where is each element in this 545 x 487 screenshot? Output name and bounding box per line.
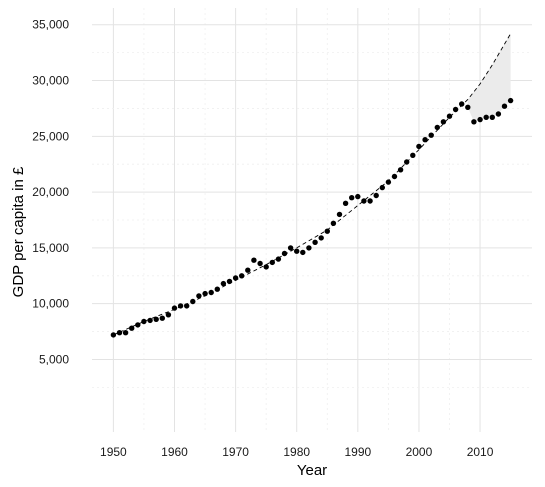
data-point xyxy=(251,257,257,263)
data-point xyxy=(501,103,508,109)
data-point xyxy=(129,325,135,331)
data-point xyxy=(232,275,239,281)
data-point xyxy=(416,143,422,150)
data-point xyxy=(239,273,245,279)
x-axis-tick-labels: 1950 1960 1970 1980 1990 2000 2010 xyxy=(100,445,494,459)
data-point xyxy=(336,211,343,218)
trend-line-path xyxy=(113,33,511,336)
data-point xyxy=(397,167,404,173)
data-point xyxy=(349,195,355,201)
data-points xyxy=(110,97,514,338)
data-point xyxy=(367,198,373,204)
shaded-gap-polygon xyxy=(467,33,511,122)
data-point xyxy=(312,239,318,245)
data-point xyxy=(141,318,147,325)
data-point xyxy=(171,305,178,311)
data-point xyxy=(300,249,306,256)
data-point xyxy=(116,330,123,336)
data-point xyxy=(483,114,489,121)
data-point xyxy=(373,192,379,199)
data-point xyxy=(422,137,428,143)
data-point xyxy=(440,119,447,125)
data-point xyxy=(452,106,459,113)
data-point xyxy=(275,256,282,262)
data-point xyxy=(245,267,251,273)
x-tick-label: 2000 xyxy=(406,445,433,459)
x-tick-label: 2010 xyxy=(467,445,494,459)
data-point xyxy=(391,173,398,180)
data-point xyxy=(355,193,361,200)
data-point xyxy=(263,264,269,270)
data-point xyxy=(257,260,263,267)
data-point xyxy=(190,298,196,305)
trend-line xyxy=(113,33,511,336)
grid-lines xyxy=(92,8,532,432)
data-point xyxy=(159,315,165,321)
data-point xyxy=(318,235,324,241)
data-point xyxy=(385,179,392,185)
data-point xyxy=(220,280,227,287)
data-point xyxy=(361,198,367,204)
data-point xyxy=(269,259,275,266)
data-point xyxy=(428,132,434,138)
x-tick-label: 1960 xyxy=(161,445,188,459)
data-point xyxy=(122,330,129,336)
data-point xyxy=(379,184,385,191)
data-point xyxy=(208,289,214,296)
data-point xyxy=(226,278,233,285)
y-tick-label: 30,000 xyxy=(32,74,69,88)
data-point xyxy=(214,286,220,292)
data-point xyxy=(446,113,453,119)
y-axis-title: GDP per capita in £ xyxy=(10,166,27,297)
shaded-gap-area xyxy=(467,33,511,122)
data-point xyxy=(459,101,465,107)
y-tick-label: 20,000 xyxy=(32,185,69,199)
data-point xyxy=(165,312,172,318)
data-point xyxy=(489,114,495,121)
data-point xyxy=(147,317,153,324)
data-point xyxy=(507,97,514,104)
data-point xyxy=(177,303,184,309)
data-point xyxy=(153,316,159,322)
data-point xyxy=(495,111,502,117)
y-tick-label: 25,000 xyxy=(32,129,69,143)
x-tick-label: 1980 xyxy=(283,445,310,459)
data-point xyxy=(135,322,141,328)
x-tick-label: 1990 xyxy=(344,445,371,459)
data-point xyxy=(202,290,208,297)
data-point xyxy=(281,250,288,257)
data-point xyxy=(324,228,330,234)
data-point xyxy=(342,200,349,206)
data-point xyxy=(184,303,190,309)
x-tick-label: 1970 xyxy=(222,445,249,459)
data-point xyxy=(306,245,312,251)
data-point xyxy=(287,245,294,251)
x-tick-label: 1950 xyxy=(100,445,127,459)
y-axis-tick-labels: 5,000 10,000 15,000 20,000 25,000 30,000 35,00… xyxy=(32,18,69,367)
data-point xyxy=(196,293,202,299)
y-tick-label: 35,000 xyxy=(32,18,69,32)
y-tick-label: 15,000 xyxy=(32,241,69,255)
data-point xyxy=(294,248,300,254)
y-tick-label: 10,000 xyxy=(32,297,69,311)
data-point xyxy=(434,124,440,131)
data-point xyxy=(110,332,117,338)
data-point xyxy=(330,220,337,226)
data-point xyxy=(471,119,477,125)
data-point xyxy=(404,159,410,165)
data-point xyxy=(410,152,416,158)
data-point xyxy=(465,104,471,111)
y-tick-label: 5,000 xyxy=(39,352,69,366)
x-axis-title: Year xyxy=(297,462,327,479)
data-point xyxy=(477,116,483,123)
